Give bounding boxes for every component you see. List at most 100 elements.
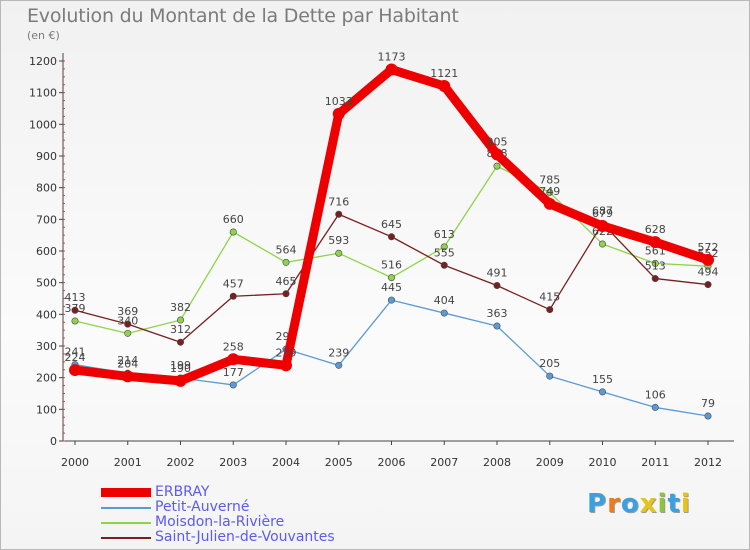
data-point-saint-julien-de-vouvantes: [282, 290, 290, 298]
legend-swatch: [101, 521, 151, 524]
data-point-saint-julien-de-vouvantes: [335, 210, 343, 218]
data-point-erbray: [649, 236, 662, 249]
data-point-erbray: [543, 197, 556, 210]
data-label-saint-julien-de-vouvantes: 413: [65, 291, 86, 304]
x-tick-label: 2008: [483, 456, 511, 469]
x-tick-label: 2000: [61, 456, 89, 469]
y-tick-label: 400: [36, 308, 57, 321]
data-label-moisdon-la-rivi-re: 660: [223, 213, 244, 226]
data-label-saint-julien-de-vouvantes: 369: [117, 305, 138, 318]
data-point-petit-auvern-: [704, 412, 712, 420]
data-point-moisdon-la-rivi-re: [651, 259, 659, 267]
legend-item-moisdon-la-rivi-re: Moisdon-la-Rivière: [101, 515, 335, 530]
data-point-erbray: [121, 370, 134, 383]
x-tick-label: 2006: [378, 456, 406, 469]
data-point-saint-julien-de-vouvantes: [440, 261, 448, 269]
data-point-erbray: [332, 107, 345, 120]
data-point-erbray: [438, 80, 451, 93]
logo-letter: o: [620, 489, 640, 519]
data-point-moisdon-la-rivi-re: [546, 188, 554, 196]
x-tick-label: 2002: [167, 456, 195, 469]
data-point-moisdon-la-rivi-re: [124, 329, 132, 337]
y-tick-label: 1100: [29, 87, 57, 100]
y-tick-label: 1000: [29, 118, 57, 131]
legend-label: ERBRAY: [155, 484, 210, 500]
data-point-moisdon-la-rivi-re: [177, 316, 185, 324]
data-point-moisdon-la-rivi-re: [229, 228, 237, 236]
x-tick-label: 2011: [641, 456, 669, 469]
legend-swatch: [101, 536, 151, 539]
data-point-erbray: [69, 364, 81, 377]
proxiti-logo: Proxiti: [587, 489, 691, 519]
data-point-petit-auvern-: [651, 403, 659, 411]
data-label-erbray: 572: [698, 241, 719, 254]
data-point-saint-julien-de-vouvantes: [229, 292, 237, 300]
chart-subtitle: (en €): [27, 29, 60, 42]
x-tick-label: 2010: [589, 456, 617, 469]
data-label-petit-auvern-: 241: [65, 346, 86, 359]
data-label-saint-julien-de-vouvantes: 415: [539, 291, 560, 304]
chart-legend: ERBRAY Petit-Auverné Moisdon-la-Rivière Sai…: [101, 485, 335, 545]
data-label-saint-julien-de-vouvantes: 716: [328, 195, 349, 208]
data-point-saint-julien-de-vouvantes: [71, 306, 79, 314]
data-label-petit-auvern-: 363: [487, 307, 508, 320]
data-point-petit-auvern-: [335, 361, 343, 369]
data-label-moisdon-la-rivi-re: 593: [328, 234, 349, 247]
y-tick-label: 200: [36, 372, 57, 385]
data-label-petit-auvern-: 199: [170, 359, 191, 372]
data-point-erbray: [227, 353, 240, 366]
data-point-petit-auvern-: [493, 322, 501, 330]
data-label-erbray: 190: [170, 362, 191, 375]
data-label-petit-auvern-: 239: [328, 346, 349, 359]
data-label-erbray: 1173: [378, 51, 406, 64]
y-tick-label: 500: [36, 277, 57, 290]
data-label-saint-julien-de-vouvantes: 465: [276, 275, 297, 288]
data-point-saint-julien-de-vouvantes: [177, 338, 185, 346]
data-point-petit-auvern-: [229, 381, 237, 389]
legend-item-erbray: ERBRAY: [101, 485, 335, 500]
legend-swatch: [101, 506, 151, 509]
y-tick-label: 300: [36, 340, 57, 353]
data-label-saint-julien-de-vouvantes: 555: [434, 246, 455, 259]
x-tick-label: 2005: [325, 456, 353, 469]
data-label-erbray: 204: [117, 357, 138, 370]
legend-item-saint-julien-de-vouvantes: Saint-Julien-de-Vouvantes: [101, 530, 335, 545]
data-label-saint-julien-de-vouvantes: 312: [170, 323, 191, 336]
data-label-erbray: 1121: [430, 67, 458, 80]
data-label-erbray: 679: [592, 207, 613, 220]
data-point-moisdon-la-rivi-re: [440, 243, 448, 251]
data-point-moisdon-la-rivi-re: [493, 162, 501, 170]
legend-label: Moisdon-la-Rivière: [155, 514, 285, 530]
data-point-petit-auvern-: [387, 296, 395, 304]
data-point-erbray: [702, 253, 714, 266]
data-point-saint-julien-de-vouvantes: [124, 320, 132, 328]
y-tick-label: 600: [36, 245, 57, 258]
data-point-erbray: [174, 374, 187, 387]
data-point-saint-julien-de-vouvantes: [704, 281, 712, 289]
logo-letter: t: [667, 489, 681, 519]
data-point-petit-auvern-: [598, 388, 606, 396]
legend-item-petit-auvern-: Petit-Auverné: [101, 500, 335, 515]
legend-label: Saint-Julien-de-Vouvantes: [155, 529, 335, 545]
x-tick-label: 2003: [219, 456, 247, 469]
data-label-saint-julien-de-vouvantes: 457: [223, 277, 244, 290]
data-label-petit-auvern-: 79: [701, 397, 715, 410]
data-label-saint-julien-de-vouvantes: 645: [381, 218, 402, 231]
data-point-moisdon-la-rivi-re: [282, 258, 290, 266]
data-label-saint-julien-de-vouvantes: 494: [698, 266, 719, 279]
legend-swatch: [101, 488, 151, 497]
data-label-petit-auvern-: 445: [381, 281, 402, 294]
data-point-erbray: [491, 148, 503, 161]
y-tick-label: 1200: [29, 55, 57, 68]
y-tick-label: 900: [36, 150, 57, 163]
legend-label: Petit-Auverné: [155, 499, 250, 515]
logo-letter: i: [657, 489, 668, 519]
data-label-petit-auvern-: 155: [592, 373, 613, 386]
logo-letter: x: [639, 489, 658, 519]
data-label-petit-auvern-: 404: [434, 294, 455, 307]
data-point-saint-julien-de-vouvantes: [387, 233, 395, 241]
x-tick-label: 2009: [536, 456, 564, 469]
data-label-erbray: 258: [223, 340, 244, 353]
